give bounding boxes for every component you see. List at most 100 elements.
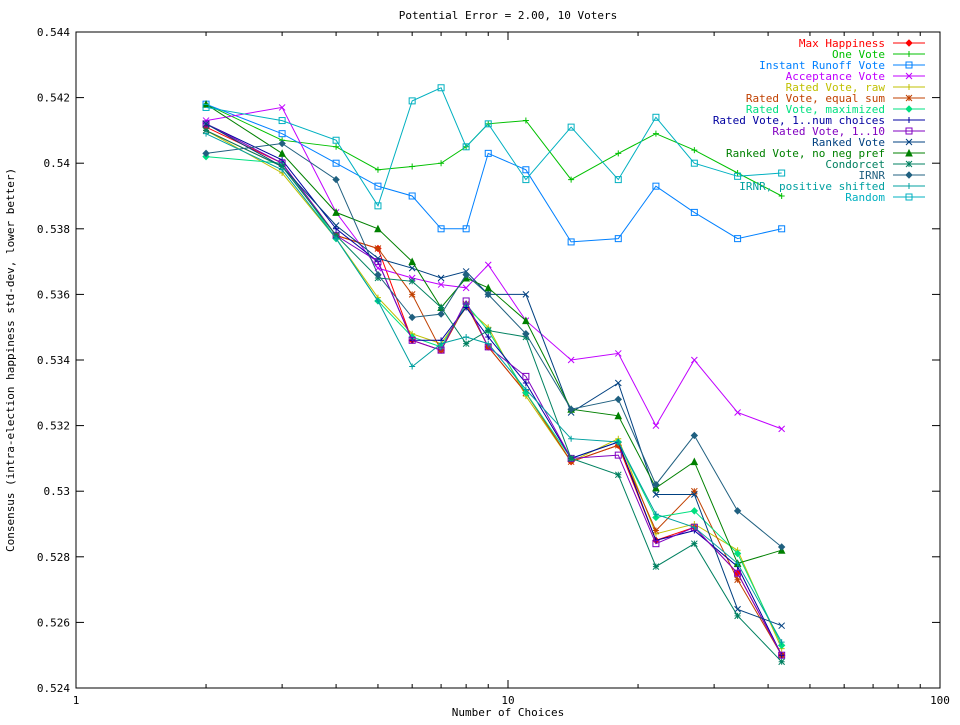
data-point bbox=[734, 172, 742, 180]
x-tick-label: 100 bbox=[930, 694, 950, 707]
data-point bbox=[652, 511, 659, 518]
data-point bbox=[690, 487, 698, 495]
data-point bbox=[690, 491, 698, 498]
y-tick-label: 0.538 bbox=[37, 223, 70, 236]
data-point bbox=[438, 160, 445, 167]
data-point bbox=[905, 105, 913, 113]
data-point bbox=[485, 340, 492, 347]
data-point bbox=[409, 163, 416, 170]
y-tick-label: 0.524 bbox=[37, 682, 70, 695]
data-point bbox=[652, 513, 660, 522]
data-point bbox=[567, 238, 575, 246]
series-group bbox=[202, 127, 786, 659]
data-point bbox=[332, 159, 340, 167]
series-line bbox=[205, 129, 783, 649]
series-group bbox=[202, 104, 786, 433]
data-point bbox=[614, 350, 622, 357]
data-point bbox=[690, 507, 699, 515]
data-point bbox=[906, 84, 912, 90]
data-point bbox=[615, 150, 622, 157]
data-point bbox=[278, 104, 286, 111]
data-point bbox=[462, 225, 470, 233]
data-point bbox=[374, 297, 381, 304]
data-point bbox=[905, 61, 913, 69]
data-point bbox=[652, 527, 660, 534]
data-point bbox=[484, 327, 492, 334]
legend-label: Ranked Vote, no neg pref bbox=[726, 147, 885, 160]
data-point bbox=[614, 235, 622, 243]
data-point bbox=[484, 283, 493, 292]
data-point bbox=[408, 313, 416, 322]
y-tick-label: 0.542 bbox=[37, 92, 70, 105]
data-point bbox=[522, 291, 530, 298]
data-point bbox=[652, 422, 660, 429]
data-point bbox=[778, 193, 785, 199]
data-point bbox=[278, 130, 286, 138]
data-point bbox=[614, 379, 622, 387]
data-point bbox=[652, 182, 660, 190]
data-point bbox=[408, 291, 416, 298]
data-point bbox=[485, 334, 492, 341]
series-group bbox=[202, 152, 786, 650]
data-point bbox=[905, 171, 913, 179]
y-tick-label: 0.532 bbox=[37, 420, 70, 433]
series-line bbox=[205, 126, 783, 656]
chart-title: Potential Error = 2.00, 10 Voters bbox=[399, 9, 618, 22]
data-point bbox=[408, 336, 416, 344]
data-point bbox=[690, 159, 698, 167]
series-group bbox=[202, 127, 786, 666]
data-point bbox=[463, 334, 470, 341]
data-point bbox=[652, 563, 660, 570]
legend-label: Random bbox=[845, 191, 885, 204]
data-point bbox=[568, 176, 575, 183]
series-line bbox=[205, 123, 783, 656]
data-point bbox=[652, 540, 660, 548]
series-line bbox=[205, 129, 783, 663]
data-point bbox=[374, 166, 381, 173]
legend-label: Ranked Vote bbox=[812, 136, 885, 149]
data-point bbox=[522, 379, 529, 386]
x-axis-label: Number of Choices bbox=[452, 706, 565, 719]
data-point bbox=[332, 175, 340, 184]
data-point bbox=[614, 411, 623, 420]
legend-label: IRNR bbox=[859, 169, 886, 182]
data-point bbox=[690, 356, 698, 364]
data-point bbox=[567, 405, 575, 413]
data-point bbox=[652, 491, 660, 498]
data-point bbox=[778, 651, 786, 659]
data-point bbox=[522, 330, 530, 338]
data-point bbox=[614, 395, 622, 404]
data-point bbox=[462, 297, 470, 305]
data-point bbox=[905, 148, 913, 157]
data-point bbox=[408, 274, 416, 282]
data-point bbox=[437, 310, 445, 318]
data-point bbox=[374, 245, 382, 252]
data-point bbox=[408, 264, 416, 272]
data-point bbox=[905, 138, 913, 146]
data-point bbox=[374, 254, 382, 262]
data-point bbox=[202, 149, 210, 158]
data-point bbox=[905, 72, 913, 80]
data-point bbox=[333, 143, 340, 150]
legend-label: Rated Vote, raw bbox=[786, 81, 886, 94]
data-point bbox=[567, 356, 575, 364]
data-point bbox=[691, 524, 698, 531]
data-point bbox=[906, 51, 912, 57]
data-point bbox=[690, 431, 699, 440]
data-point bbox=[905, 193, 913, 201]
data-point bbox=[332, 208, 340, 216]
data-point bbox=[906, 183, 912, 189]
data-point bbox=[437, 281, 445, 288]
data-point bbox=[332, 232, 340, 239]
x-tick-label: 1 bbox=[73, 694, 80, 707]
data-point bbox=[332, 136, 340, 144]
series-line bbox=[205, 142, 783, 548]
data-point bbox=[278, 139, 286, 148]
series-layer bbox=[202, 84, 786, 666]
y-axis-label: Consensus (intra-election happiness std-… bbox=[4, 168, 17, 552]
series-group bbox=[202, 123, 786, 659]
data-point bbox=[905, 127, 913, 135]
data-point bbox=[778, 639, 785, 646]
